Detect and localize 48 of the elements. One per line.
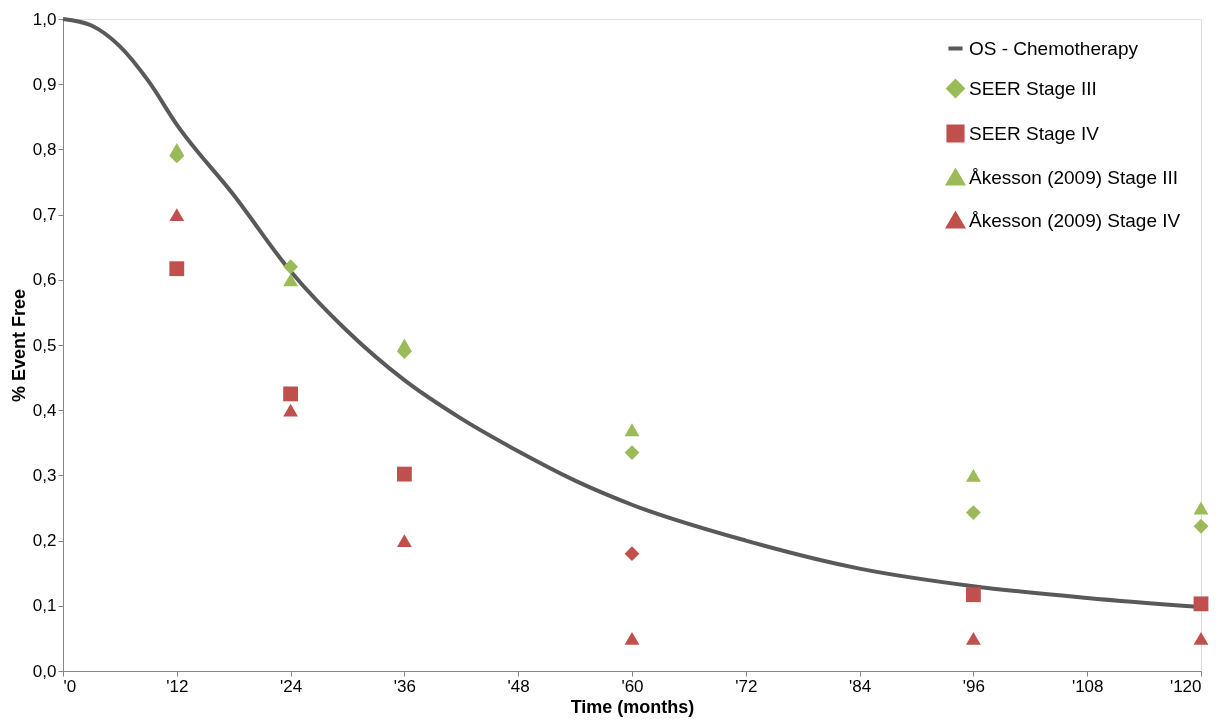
x-tick-label: '108 [1071, 676, 1104, 696]
x-tick-label: '24 [280, 676, 303, 696]
x-tick-label: '48 [507, 676, 530, 696]
point [283, 273, 299, 287]
x-tick-label: '84 [849, 676, 872, 696]
point [1193, 518, 1209, 534]
y-tick-label: 1,0 [32, 9, 57, 29]
point [965, 468, 981, 482]
point [283, 259, 299, 275]
x-tick-label: '120 [1169, 676, 1202, 696]
legend-label: Åkesson (2009) Stage IV [969, 209, 1181, 231]
point [283, 403, 299, 417]
legend-label: SEER Stage III [969, 77, 1097, 99]
point [396, 534, 412, 548]
point [965, 631, 981, 645]
point [1193, 501, 1209, 515]
x-tick-label: '12 [166, 676, 189, 696]
x-tick-label: '0 [63, 676, 77, 696]
x-tick-label: '72 [735, 676, 758, 696]
legend-label: Åkesson (2009) Stage III [969, 166, 1179, 188]
y-axis-title: % Event Free [8, 288, 29, 403]
y-tick-label: 0,4 [32, 400, 57, 420]
legend-label: OS - Chemotherapy [969, 37, 1139, 59]
point [396, 466, 412, 482]
x-tick-label: '60 [621, 676, 644, 696]
y-tick-label: 0,6 [32, 270, 57, 290]
y-tick-label: 0,8 [32, 139, 57, 159]
x-axis-title: Time (months) [570, 696, 695, 717]
y-tick-label: 0,2 [32, 531, 57, 551]
y-tick-label: 0,3 [32, 465, 57, 485]
point [624, 546, 640, 562]
y-tick-label: 0,9 [32, 74, 57, 94]
point [1193, 596, 1209, 612]
point [169, 261, 185, 277]
x-tick-label: '96 [962, 676, 985, 696]
point [624, 631, 640, 645]
y-tick-label: 0,7 [32, 205, 57, 225]
point [965, 505, 981, 520]
point [283, 386, 299, 402]
x-tick-label: '36 [393, 676, 416, 696]
point [1193, 631, 1209, 645]
point [169, 208, 185, 222]
point [624, 423, 640, 437]
y-tick-label: 0,5 [32, 335, 57, 355]
y-tick-label: 0,1 [32, 596, 57, 616]
y-tick-label: 0,0 [32, 661, 57, 681]
legend-label: SEER Stage IV [969, 122, 1100, 144]
point [965, 587, 981, 603]
